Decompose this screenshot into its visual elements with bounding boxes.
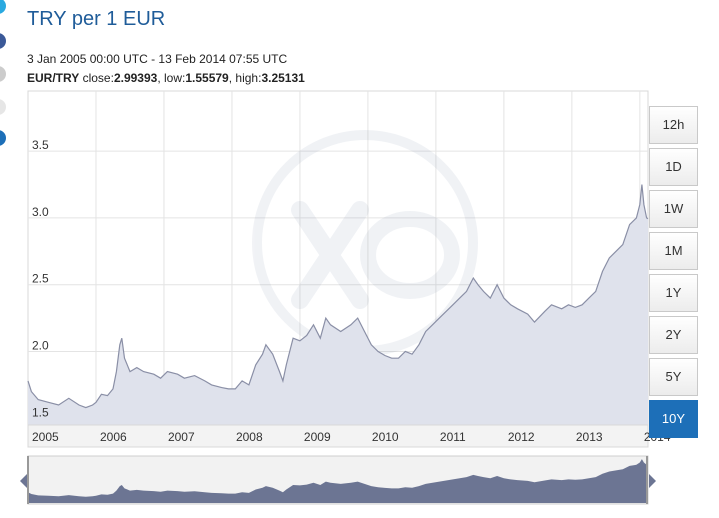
navigator-right-handle[interactable] (646, 456, 648, 504)
range-button-group: 12h 1D 1W 1M 1Y 2Y 5Y 10Y (649, 106, 698, 442)
y-axis-ticks: 1.5 2.0 2.5 3.0 3.5 (32, 138, 49, 419)
y-tick-label: 2.5 (32, 272, 49, 286)
range-button-5y[interactable]: 5Y (649, 358, 698, 396)
page-title: TRY per 1 EUR (27, 8, 166, 30)
x-axis-bar (27, 424, 649, 448)
date-range-text: 3 Jan 2005 00:00 UTC - 13 Feb 2014 07:55… (27, 52, 288, 66)
range-button-1y[interactable]: 1Y (649, 274, 698, 312)
social-share-icon[interactable] (0, 130, 6, 146)
x-tick-label: 2012 (508, 430, 535, 444)
scroll-right-icon[interactable] (649, 474, 656, 488)
social-share-icon[interactable] (0, 99, 6, 115)
range-button-1m[interactable]: 1M (649, 232, 698, 270)
y-tick-label: 2.0 (32, 339, 49, 353)
range-button-1d[interactable]: 1D (649, 148, 698, 186)
navigator-area (28, 459, 648, 503)
rate-area-fill (28, 184, 648, 425)
social-share-icon[interactable] (0, 0, 6, 14)
range-button-10y[interactable]: 10Y (649, 400, 698, 438)
price-stats: EUR/TRY close:2.99393, low:1.55579, high… (27, 71, 305, 85)
x-tick-label: 2007 (168, 430, 195, 444)
x-tick-label: 2006 (100, 430, 127, 444)
low-value: 1.55579 (185, 71, 229, 85)
rate-series-line (27, 184, 649, 409)
close-label: close: (82, 71, 114, 85)
x-tick-label: 2005 (32, 430, 59, 444)
range-button-2y[interactable]: 2Y (649, 316, 698, 354)
range-button-1w[interactable]: 1W (649, 190, 698, 228)
range-button-12h[interactable]: 12h (649, 106, 698, 144)
y-tick-label: 3.0 (32, 205, 49, 219)
navigator-left-handle[interactable] (27, 456, 29, 504)
social-share-icon[interactable] (0, 66, 6, 82)
scroll-left-icon[interactable] (20, 474, 27, 488)
pair-label: EUR/TRY (27, 71, 80, 85)
x-tick-label: 2013 (576, 430, 603, 444)
x-tick-label: 2008 (236, 430, 263, 444)
high-value: 3.25131 (261, 71, 305, 85)
y-tick-label: 1.5 (32, 405, 49, 419)
social-share-icon[interactable] (0, 33, 6, 49)
close-value: 2.99393 (113, 71, 158, 85)
high-label: high: (235, 71, 262, 85)
x-tick-label: 2010 (372, 430, 399, 444)
x-tick-label: 2011 (440, 430, 466, 444)
x-tick-label: 2009 (304, 430, 331, 444)
y-tick-label: 3.5 (32, 138, 49, 152)
low-label: low: (164, 71, 186, 85)
